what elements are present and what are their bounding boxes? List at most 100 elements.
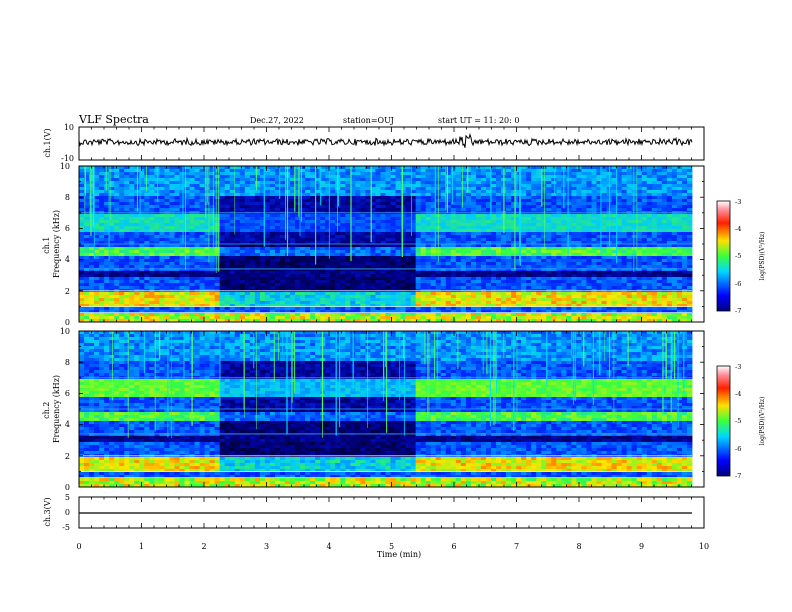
spectrogram-cell (94, 217, 100, 221)
spectrogram-cell (114, 187, 120, 191)
spectrogram-cell (516, 169, 522, 173)
spectrogram-cell (124, 304, 130, 308)
spectrogram-cell (279, 307, 286, 311)
spectrogram-cell (410, 298, 417, 302)
spectrogram-cell (491, 178, 497, 182)
spectrogram-cell (244, 175, 251, 179)
spectrogram-cell (84, 175, 90, 179)
spectrogram-cell (320, 307, 326, 311)
spectrogram-cell (496, 316, 502, 320)
spectrogram-cell (455, 184, 462, 188)
spectrogram-cell (450, 286, 457, 290)
spectrogram-cell (470, 178, 477, 182)
spectrogram-cell (290, 277, 296, 281)
spectrogram-cell (209, 214, 216, 218)
spectrogram-cell (536, 283, 542, 287)
spectrogram-cell (350, 256, 356, 260)
spectrogram-cell (350, 283, 356, 287)
spectrogram-cell (189, 268, 195, 272)
spectrogram-cell (410, 313, 417, 317)
spectrogram-cell (410, 205, 417, 209)
spectrogram-cell (279, 277, 286, 281)
spectrogram-cell (259, 292, 266, 296)
spectrogram-cell (491, 217, 497, 221)
spectrogram-cell (134, 265, 140, 269)
spectrogram-cell (144, 241, 150, 245)
spectrogram-cell (556, 301, 562, 305)
spectrogram-cell (134, 259, 140, 263)
spectrogram-cell (365, 316, 371, 320)
spectrogram-cell (169, 232, 175, 236)
spectrogram-cell (501, 244, 507, 248)
spectrogram-cell (264, 304, 271, 308)
spectrogram-cell (516, 178, 522, 182)
spectrogram-cell (274, 226, 281, 230)
spectrogram-cell (109, 301, 115, 305)
spectrogram-cell (485, 178, 492, 182)
spectrogram-cell (209, 184, 216, 188)
spectrogram-cell (410, 277, 417, 281)
spectrogram-cell (99, 292, 105, 296)
spectrogram-cell (430, 265, 437, 269)
spectrogram-cell (204, 241, 211, 245)
spectrogram-cell (315, 178, 321, 182)
spectrogram-cell (234, 169, 241, 173)
spectrogram-cell (390, 295, 396, 299)
spectrogram-cell (470, 277, 477, 281)
spectrogram-cell (330, 274, 336, 278)
spectrogram-cell (501, 256, 507, 260)
spectrogram-cell (551, 265, 557, 269)
spectrogram-cell (516, 241, 522, 245)
spectrogram-cell (290, 292, 296, 296)
spectrogram-cell (164, 235, 170, 239)
spectrogram-cell (465, 301, 472, 305)
spectrogram-cell (194, 310, 200, 314)
spectrogram-cell (234, 274, 241, 278)
spectrogram-cell (355, 232, 361, 236)
spectrogram-cell (410, 250, 417, 254)
spectrogram-cell (254, 178, 261, 182)
spectrogram-cell (415, 241, 422, 245)
spectrogram-cell (254, 199, 261, 203)
spectrogram-cell (536, 238, 542, 242)
spectrogram-cell (154, 244, 160, 248)
spectrogram-cell (375, 172, 381, 176)
spectrogram-cell (174, 208, 180, 212)
spectrogram-cell (425, 268, 432, 272)
spectrogram-cell (320, 247, 326, 251)
spectrogram-cell (501, 232, 507, 236)
spectrogram-cell (239, 205, 246, 209)
spectrogram-cell (541, 301, 547, 305)
spectrogram-cell (430, 199, 437, 203)
spectrogram-cell (300, 238, 306, 242)
spectrogram-cell (425, 304, 432, 308)
spectrogram-cell (330, 277, 336, 281)
spectrogram-cell (526, 214, 532, 218)
spectrogram-cell (199, 283, 206, 287)
spectrogram-cell (531, 316, 537, 320)
spectrogram-cell (556, 286, 562, 290)
spectrogram-cell (475, 295, 482, 299)
spectrogram-cell (340, 304, 346, 308)
spectrogram-cell (435, 286, 442, 290)
spectrogram-cell (395, 235, 401, 239)
spectrogram-cell (239, 292, 246, 296)
spectrogram-cell (425, 256, 432, 260)
spectrogram-cell (390, 217, 396, 221)
spectrogram-cell (144, 214, 150, 218)
spectrogram-cell (139, 277, 145, 281)
spectrogram-cell (79, 247, 85, 251)
spectrogram-cell (390, 235, 396, 239)
spectrogram-cell (556, 169, 562, 173)
spectrogram-cell (229, 172, 236, 176)
spectrogram-cell (460, 205, 467, 209)
spectrogram-cell (360, 220, 366, 224)
spectrogram-cell (440, 256, 447, 260)
spectrogram-cell (335, 241, 341, 245)
spectrogram-cell (546, 253, 552, 257)
spectrogram-cell (465, 268, 472, 272)
spectrogram-cell (546, 172, 552, 176)
spectrogram-cell (239, 220, 246, 224)
spectrogram-cell (445, 298, 452, 302)
spectrogram-cell (159, 217, 165, 221)
